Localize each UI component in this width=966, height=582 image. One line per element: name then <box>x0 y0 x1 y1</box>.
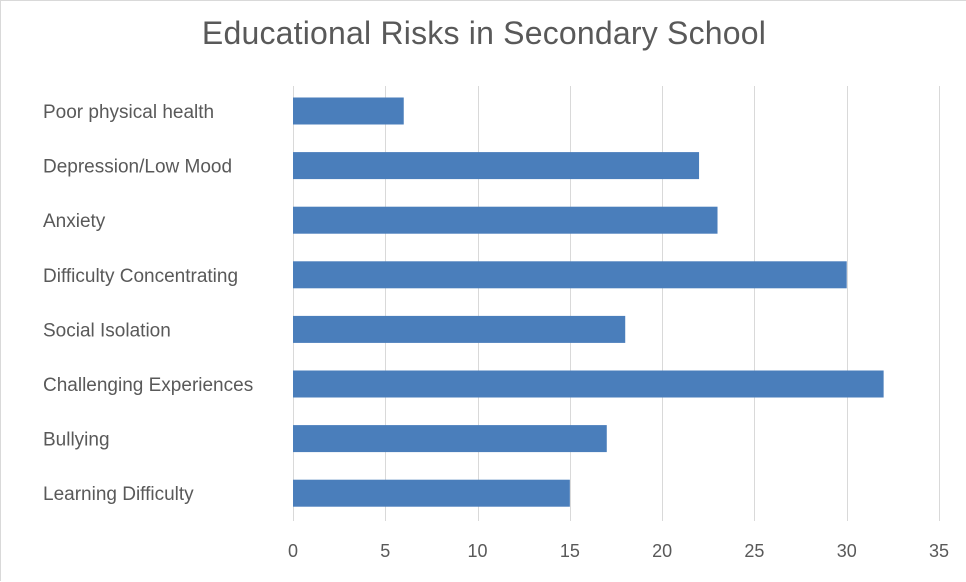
category-label: Depression/Low Mood <box>43 157 232 178</box>
bar-poor-physical-health <box>293 97 404 125</box>
bar-learning-difficulty <box>293 479 570 507</box>
category-label: Anxiety <box>43 211 106 232</box>
chart-title: Educational Risks in Secondary School <box>201 15 767 51</box>
x-tick-label: 35 <box>929 541 949 561</box>
category-label: Learning Difficulty <box>43 484 194 505</box>
x-tick-label: 5 <box>380 541 390 561</box>
category-label: Difficulty Concentrating <box>43 266 238 287</box>
bar-difficulty-concentrating <box>293 261 847 289</box>
x-tick-label: 10 <box>468 541 488 561</box>
bar-bullying <box>293 425 607 453</box>
bar-challenging-experiences <box>293 370 884 398</box>
category-label: Challenging Experiences <box>43 375 253 396</box>
gridlines <box>293 86 940 521</box>
x-tick-label: 20 <box>652 541 672 561</box>
category-label: Social Isolation <box>43 320 171 341</box>
bar-social-isolation <box>293 315 626 343</box>
category-labels: Poor physical health Depression/Low Mood A… <box>43 102 253 505</box>
category-label: Bullying <box>43 430 110 451</box>
x-tick-label: 25 <box>744 541 764 561</box>
x-axis-tick-labels: 0 5 10 15 20 25 30 35 <box>288 541 949 561</box>
x-tick-label: 15 <box>560 541 580 561</box>
category-label: Poor physical health <box>43 102 214 123</box>
bars <box>293 97 884 507</box>
bar-depression-low-mood <box>293 152 700 180</box>
x-tick-label: 0 <box>288 541 298 561</box>
bar-anxiety <box>293 206 718 234</box>
x-tick-label: 30 <box>837 541 857 561</box>
